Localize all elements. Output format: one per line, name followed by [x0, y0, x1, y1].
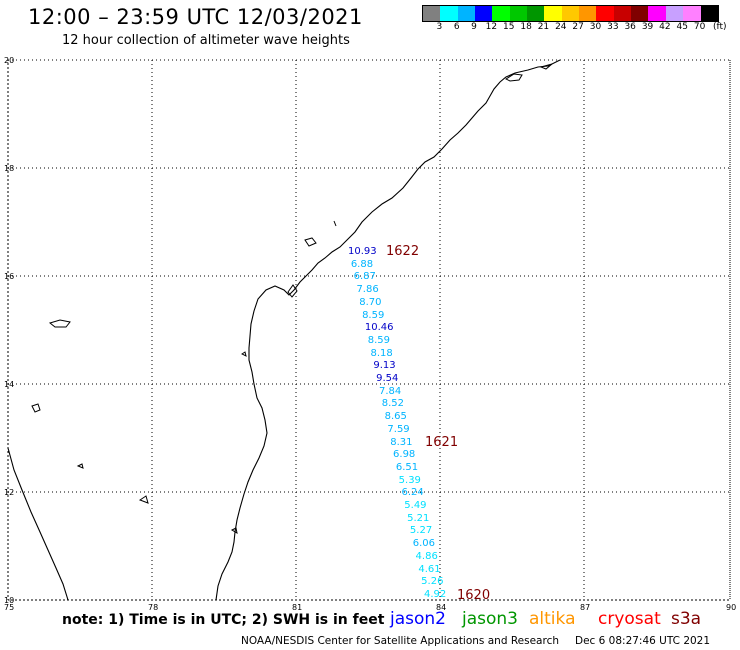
swh-reading: 5.27 — [409, 525, 433, 537]
swh-reading: 8.59 — [362, 309, 385, 321]
swh-reading: 6.87 — [353, 271, 376, 283]
satellite-jason2: jason2 — [390, 609, 446, 629]
swh-reading: 7.84 — [378, 385, 402, 397]
india-coastline — [215, 59, 561, 601]
credit-line: NOAA/NESDIS Center for Satellite Applica… — [241, 635, 559, 647]
swh-reading: 7.86 — [356, 284, 379, 296]
latitude-label: 14 — [4, 380, 14, 389]
legend-label: 12 — [485, 22, 498, 32]
longitude-label: 81 — [292, 603, 302, 612]
swh-reading: 6.06 — [412, 538, 435, 550]
legend-swatch — [423, 6, 441, 21]
legend-label: 36 — [624, 22, 636, 32]
swh-reading: 7.59 — [387, 423, 410, 435]
swh-reading: 5.39 — [398, 474, 421, 486]
swh-reading: 6.98 — [393, 449, 416, 461]
longitude-label: 87 — [580, 603, 590, 612]
legend-label: 27 — [572, 22, 584, 32]
legend-swatch — [596, 6, 614, 21]
swh-reading: 8.70 — [359, 296, 382, 308]
pass-time-2: 1621 — [425, 435, 459, 450]
pass-time-1: 1622 — [386, 244, 420, 259]
swh-reading: 4.61 — [418, 563, 441, 575]
longitude-label: 90 — [726, 603, 736, 612]
legend-swatch — [509, 6, 528, 21]
longitude-label: 84 — [436, 603, 446, 612]
legend-label: 39 — [641, 22, 654, 32]
legend-label: 33 — [607, 22, 619, 32]
legend-swatch — [683, 6, 701, 21]
river-delta — [287, 237, 317, 298]
swh-reading: 5.26 — [421, 576, 444, 588]
legend-label: 45 — [676, 22, 688, 32]
swh-reading: 9.54 — [376, 373, 399, 385]
latitude-label: 16 — [4, 272, 14, 281]
legend-swatch — [475, 6, 493, 21]
swh-reading: 8.65 — [384, 411, 407, 423]
legend-swatch — [544, 6, 562, 21]
swh-reading: 10.93 — [348, 246, 377, 257]
latitude-label: 10 — [4, 596, 14, 605]
legend-swatch — [527, 6, 545, 21]
legend-label: 42 — [659, 22, 671, 32]
sri-lanka-coast — [7, 447, 69, 601]
swh-reading: 4.86 — [415, 550, 438, 562]
swh-reading: 8.59 — [367, 334, 390, 346]
swh-reading: 8.18 — [370, 347, 393, 359]
swh-reading: 5.21 — [407, 512, 430, 524]
satellite-jason3: jason3 — [462, 609, 518, 629]
latitude-label: 20 — [4, 56, 14, 65]
longitude-label: 78 — [148, 603, 158, 612]
swh-reading: 8.52 — [381, 398, 405, 410]
legend-label: 70 — [693, 22, 706, 32]
color-scale-unit: (ft) — [713, 22, 727, 32]
page-subtitle: 12 hour collection of altimeter wave hei… — [62, 33, 350, 48]
generation-timestamp: Dec 6 08:27:46 UTC 2021 — [575, 635, 711, 647]
legend-label: 3 — [436, 22, 443, 32]
latitude-label: 12 — [4, 488, 14, 497]
swh-reading: 5.49 — [404, 500, 427, 512]
color-scale-legend — [422, 5, 719, 22]
pass-time-3: 1620 — [457, 588, 491, 603]
legend-swatch — [700, 6, 718, 21]
satellite-s3a: s3a — [671, 609, 702, 629]
swh-reading: 6.24 — [401, 487, 424, 499]
legend-label: 15 — [503, 22, 515, 32]
legend-swatch — [648, 6, 666, 21]
legend-swatch — [561, 6, 580, 21]
lake-outline — [504, 63, 553, 82]
legend-swatch — [631, 6, 649, 21]
page-title: 12:00 – 23:59 UTC 12/03/2021 — [28, 5, 363, 29]
swh-reading: 9.13 — [373, 360, 396, 372]
island-marks — [31, 220, 337, 535]
swh-reading: 6.88 — [350, 258, 374, 270]
legend-label: 24 — [555, 22, 567, 32]
legend-swatch — [492, 6, 510, 21]
color-scale-labels: 3 6 9 12 15 18 21 24 27 30 33 36 39 42 45 70 — [422, 22, 740, 34]
legend-swatch — [613, 6, 632, 21]
swh-reading: 8.31 — [390, 436, 413, 448]
legend-swatch — [457, 6, 476, 21]
swh-reading: 4.92 — [424, 589, 447, 600]
satellite-cryosat: cryosat — [598, 609, 661, 629]
swh-reading: 6.51 — [395, 461, 419, 473]
legend-label: 6 — [453, 22, 460, 32]
legend-label: 21 — [537, 22, 550, 32]
satellite-altika: altika — [529, 609, 576, 629]
legend-swatch — [665, 6, 684, 21]
legend-swatch — [440, 6, 458, 21]
footer-note: note: 1) Time is in UTC; 2) SWH is in fe… — [62, 612, 385, 628]
legend-label: 18 — [520, 22, 532, 32]
legend-label: 9 — [471, 22, 477, 32]
legend-label: 30 — [589, 22, 602, 32]
longitude-label: 75 — [4, 603, 14, 612]
map-frame — [7, 59, 731, 601]
latitude-label: 18 — [4, 164, 14, 173]
swh-reading: 10.46 — [364, 322, 394, 334]
legend-swatch — [579, 6, 597, 21]
